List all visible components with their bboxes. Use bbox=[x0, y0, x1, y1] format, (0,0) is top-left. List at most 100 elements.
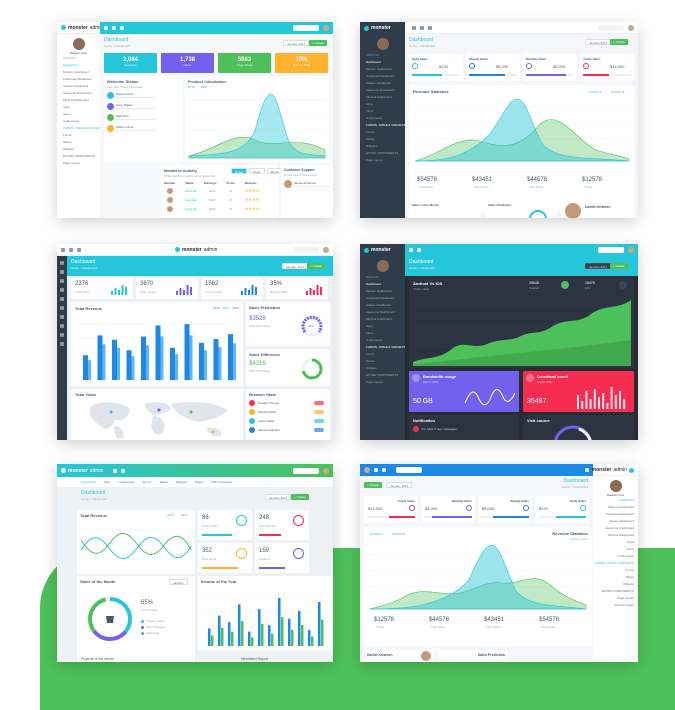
sidebar-item-2[interactable]: Tables bbox=[366, 137, 375, 141]
sidebar-item-1[interactable]: Modern Dashboard bbox=[608, 505, 634, 509]
sidebar-item-5[interactable]: Minimal Dashboard bbox=[608, 533, 634, 537]
sidebar-item-5[interactable]: Minimal Dashboard bbox=[63, 98, 89, 102]
create-button[interactable]: + Create bbox=[307, 263, 325, 269]
tab-1[interactable]: Week bbox=[249, 168, 265, 174]
create-button[interactable]: + Create bbox=[610, 263, 628, 269]
sidebar-item-5[interactable]: Page Layout bbox=[366, 158, 383, 162]
search-input[interactable] bbox=[598, 24, 624, 31]
sidebar-item-0[interactable]: FORMS, TABLE & WIDGETS bbox=[360, 344, 405, 351]
sidebar-item-5[interactable]: Page Layout bbox=[617, 596, 634, 600]
sidebar-icon[interactable] bbox=[60, 288, 64, 292]
sidebar-item-1[interactable]: Modern Dashboard bbox=[366, 67, 392, 71]
sidebar-icon[interactable] bbox=[60, 315, 64, 319]
sidebar-item-6[interactable]: Apps bbox=[366, 102, 373, 106]
sidebar-icon[interactable] bbox=[60, 279, 64, 283]
sidebar-item-5[interactable]: Minimal Dashboard bbox=[366, 95, 392, 99]
nav-item-1[interactable]: Apps bbox=[103, 480, 111, 484]
bell-icon[interactable] bbox=[77, 247, 81, 252]
menu-icon[interactable] bbox=[412, 25, 416, 30]
user-avatar[interactable] bbox=[323, 467, 329, 474]
sidebar-item-7[interactable]: Inbox bbox=[366, 331, 374, 335]
member-name[interactable]: Govinda bbox=[185, 198, 197, 202]
date-select[interactable]: January 2017 bbox=[283, 40, 310, 46]
sidebar-item-4[interactable]: Awesome Dashboard bbox=[605, 526, 634, 530]
sidebar-item-5[interactable]: Page Layout bbox=[366, 380, 383, 384]
search-input[interactable] bbox=[293, 246, 319, 253]
mail-icon[interactable] bbox=[417, 248, 421, 252]
sidebar-item-5[interactable]: Minimal Dashboard bbox=[366, 317, 392, 321]
sidebar-item-4[interactable]: Awesome Dashboard bbox=[63, 91, 92, 95]
mail-icon[interactable] bbox=[112, 26, 116, 30]
date-select[interactable]: January 2017 bbox=[282, 263, 309, 269]
sidebar-icon[interactable] bbox=[60, 261, 64, 265]
create-button[interactable]: + Create bbox=[291, 494, 309, 500]
date-select[interactable]: January 2017 bbox=[386, 482, 413, 488]
mail-icon[interactable] bbox=[382, 468, 386, 472]
sidebar-item-8[interactable]: Ui Elements bbox=[617, 554, 634, 558]
menu-icon[interactable] bbox=[113, 468, 118, 473]
sidebar-item-0[interactable]: Dashboard bbox=[63, 63, 78, 67]
date-select[interactable]: January 2017 bbox=[265, 494, 292, 500]
sidebar-item-6[interactable]: Apps bbox=[627, 540, 634, 544]
sidebar-icon[interactable] bbox=[60, 324, 64, 328]
sidebar-item-6[interactable]: Sample Pages bbox=[614, 603, 634, 607]
period-select[interactable]: January bbox=[169, 579, 188, 585]
sidebar-item-1[interactable]: Modern Dashboard bbox=[366, 289, 392, 293]
sidebar-item-4[interactable]: EXTRA COMPONENTS bbox=[63, 154, 96, 158]
sidebar-item-5[interactable]: Page Layout bbox=[63, 161, 80, 165]
nav-item-5[interactable]: Widgets bbox=[175, 480, 187, 484]
sidebar-item-4[interactable]: EXTRA COMPONENTS bbox=[601, 589, 634, 593]
sidebar-item-0[interactable]: Dashboard bbox=[360, 59, 405, 66]
menu-icon[interactable] bbox=[104, 26, 108, 30]
sidebar-item-4[interactable]: Awesome Dashboard bbox=[366, 88, 395, 92]
sidebar-item-1[interactable]: Forms bbox=[625, 568, 635, 572]
sidebar-icon[interactable] bbox=[60, 297, 64, 301]
sidebar-item-4[interactable]: EXTRA COMPONENTS bbox=[366, 151, 399, 155]
nav-item-2[interactable]: Ui Elements bbox=[118, 480, 135, 484]
sidebar-item-0[interactable]: Dashboard bbox=[360, 281, 405, 288]
nav-item-7[interactable]: Multi Dropdown bbox=[211, 480, 233, 484]
bell-icon[interactable] bbox=[120, 26, 124, 30]
sidebar-item-7[interactable]: Inbox bbox=[63, 112, 71, 116]
member-name[interactable]: Govinda bbox=[185, 207, 197, 211]
sidebar-item-1[interactable]: Forms bbox=[63, 133, 72, 137]
sidebar-item-1[interactable]: Forms bbox=[366, 130, 375, 134]
sidebar-item-2[interactable]: Analytical Dashboard bbox=[366, 74, 395, 78]
sidebar-item-0[interactable]: FORMS, TABLE & WIDGETS bbox=[360, 122, 405, 129]
sidebar-item-3[interactable]: Widgets bbox=[63, 147, 74, 151]
sidebar-item-6[interactable]: Apps bbox=[366, 324, 373, 328]
tab-0[interactable]: Today bbox=[231, 168, 248, 174]
user-avatar[interactable] bbox=[628, 24, 634, 31]
create-button[interactable]: + Create bbox=[309, 40, 327, 46]
nav-item-0[interactable]: Dashboard bbox=[81, 480, 96, 484]
sidebar-item-6[interactable]: Apps bbox=[63, 105, 70, 109]
sidebar-icon[interactable] bbox=[60, 342, 64, 346]
sidebar-icon[interactable] bbox=[60, 270, 64, 274]
menu-icon[interactable] bbox=[409, 248, 413, 252]
sidebar-item-8[interactable]: Ui Elements bbox=[366, 116, 383, 120]
sidebar-item-3[interactable]: Classic Dashboard bbox=[366, 303, 392, 307]
sidebar-icon[interactable] bbox=[60, 306, 64, 310]
sidebar-item-8[interactable]: Ui Elements bbox=[366, 338, 383, 342]
create-button[interactable]: + Create bbox=[610, 39, 628, 45]
user-avatar[interactable] bbox=[364, 467, 370, 473]
sidebar-item-2[interactable]: Tables bbox=[625, 575, 634, 579]
sidebar-item-7[interactable]: Inbox bbox=[366, 109, 374, 113]
add-icon[interactable] bbox=[561, 281, 569, 289]
sidebar-item-3[interactable]: Widgets bbox=[366, 144, 377, 148]
menu-icon[interactable] bbox=[585, 468, 589, 472]
more-icon[interactable] bbox=[619, 281, 627, 289]
search-input[interactable] bbox=[396, 467, 422, 473]
search-input[interactable] bbox=[598, 247, 624, 253]
nav-item-3[interactable]: Forms bbox=[142, 480, 152, 484]
sidebar-item-2[interactable]: Analytical Dashboard bbox=[605, 512, 634, 516]
sidebar-item-3[interactable]: Widgets bbox=[623, 582, 634, 586]
user-avatar[interactable] bbox=[628, 247, 634, 253]
sidebar-item-8[interactable]: Ui Elements bbox=[63, 119, 80, 123]
menu-icon[interactable] bbox=[61, 247, 65, 252]
date-select[interactable]: January 2017 bbox=[585, 39, 612, 45]
nav-item-4[interactable]: Tables bbox=[159, 480, 168, 484]
create-button[interactable]: + Create bbox=[364, 482, 382, 488]
nav-item-6[interactable]: Pages bbox=[194, 480, 204, 484]
sidebar-item-0[interactable]: Dashboard bbox=[619, 498, 634, 502]
